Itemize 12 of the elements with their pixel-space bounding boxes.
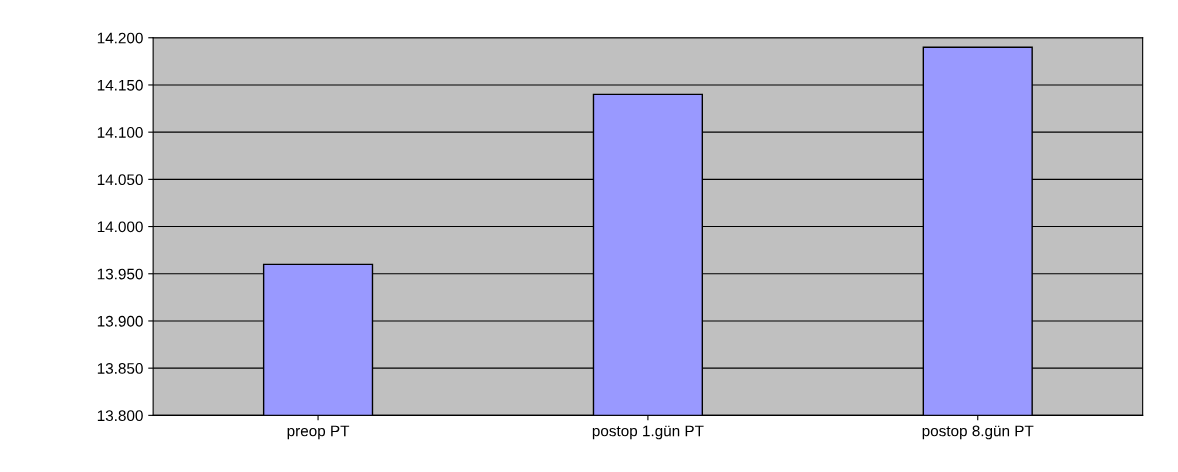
y-tick-label: 14.150: [97, 79, 143, 91]
y-tick-label: 13.900: [97, 315, 143, 327]
y-tick-label: 14.100: [97, 127, 143, 138]
y-tick-label: 13.950: [97, 268, 143, 280]
y-tick-label: 13.850: [97, 363, 143, 374]
y-tick-label: 14.200: [97, 32, 143, 44]
x-tick-label: preop PT: [287, 425, 350, 440]
x-tick-label: postop 1.gün PT: [592, 425, 704, 440]
y-tick-label: 14.000: [97, 221, 143, 233]
y-tick-label: 13.800: [97, 410, 143, 422]
x-tick-label: postop 8.gün PT: [922, 425, 1034, 440]
y-tick-label: 14.050: [97, 174, 143, 186]
